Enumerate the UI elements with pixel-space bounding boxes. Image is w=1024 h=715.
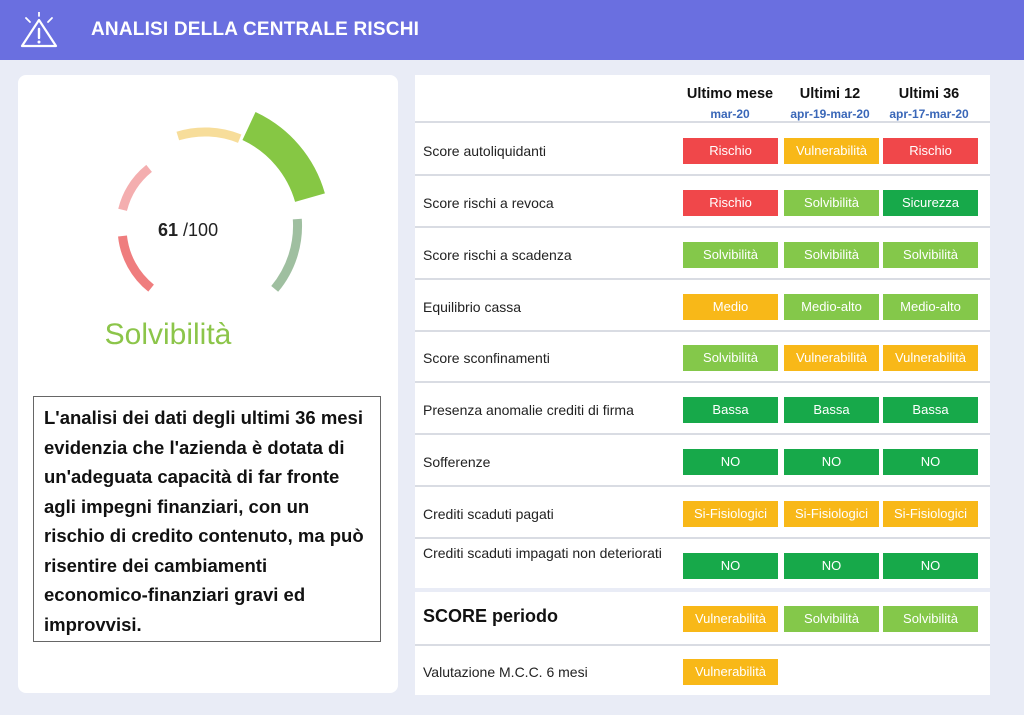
row-label: Score rischi a revoca (423, 195, 554, 211)
status-cell: Si-Fisiologici (883, 501, 978, 527)
status-cell: Vulnerabilità (784, 138, 879, 164)
row-label: Presenza anomalie crediti di firma (423, 402, 634, 418)
column-header-last-12: Ultimi 12 apr-19-mar-20 (780, 86, 880, 121)
row-label: Crediti scaduti pagati (423, 506, 554, 522)
column-label: Ultimi 36 (898, 86, 960, 102)
gauge-segment-gray-green (271, 218, 303, 292)
row-label: SCORE periodo (423, 606, 559, 626)
column-period: apr-19-mar-20 (790, 107, 870, 121)
score-max: /100 (183, 220, 219, 240)
status-cell: Vulnerabilità (683, 659, 778, 685)
gauge-segment-yellow (176, 127, 242, 143)
row-label: Sofferenze (423, 454, 491, 470)
column-header-last-36: Ultimi 36 apr-17-mar-20 (879, 86, 979, 121)
status-cell: Bassa (784, 397, 879, 423)
row-divider (415, 433, 990, 435)
status-cell: Medio-alto (784, 294, 879, 320)
gauge-segment-green-active (241, 111, 325, 203)
row-divider (415, 330, 990, 332)
column-period: apr-17-mar-20 (889, 107, 969, 121)
status-cell: Solvibilità (883, 242, 978, 268)
warning-triangle-icon (20, 12, 58, 48)
status-cell: Rischio (883, 138, 978, 164)
row-label: Valutazione M.C.C. 6 mesi (423, 664, 588, 680)
score-card: 61 /100 Solvibilità L'analisi dei dati d… (18, 75, 398, 693)
row-label: Equilibrio cassa (423, 299, 522, 315)
status-cell: Si-Fisiologici (683, 501, 778, 527)
section-divider (415, 588, 990, 592)
status-cell: NO (883, 553, 978, 579)
status-cell: Solvibilità (784, 190, 879, 216)
status-cell: Solvibilità (883, 606, 978, 632)
row-label: Crediti scaduti impagati non deteriorati (423, 545, 662, 561)
status-cell: Medio (683, 294, 778, 320)
row-label: Score rischi a scadenza (423, 247, 572, 263)
status-cell: Solvibilità (683, 242, 778, 268)
row-divider (415, 226, 990, 228)
row-divider (415, 644, 990, 646)
status-cell: Vulnerabilità (883, 345, 978, 371)
row-label: Score autoliquidanti (423, 143, 546, 159)
status-cell: NO (683, 553, 778, 579)
gauge-segment-red-dark (118, 235, 155, 292)
analysis-description: L'analisi dei dati degli ultimi 36 mesi … (33, 396, 381, 642)
row-divider (415, 174, 990, 176)
column-header-last-month: Ultimo mese mar-20 (680, 86, 780, 121)
score-gauge (118, 111, 325, 292)
status-cell: Si-Fisiologici (784, 501, 879, 527)
status-cell: Sicurezza (883, 190, 978, 216)
column-label: Ultimi 12 (799, 86, 861, 102)
column-label: Ultimo mese (686, 86, 774, 102)
gauge-segment-red-light (118, 164, 153, 212)
status-cell: Bassa (683, 397, 778, 423)
status-cell: NO (784, 553, 879, 579)
status-cell: Solvibilità (683, 345, 778, 371)
row-label: Score sconfinamenti (423, 350, 550, 366)
status-cell: Rischio (683, 190, 778, 216)
row-divider (415, 278, 990, 280)
score-value: 61 /100 (158, 220, 248, 241)
header-bar: ANALISI DELLA CENTRALE RISCHI (0, 0, 1024, 60)
row-divider (415, 485, 990, 487)
score-level-label: Solvibilità (104, 318, 232, 351)
status-cell: NO (683, 449, 778, 475)
status-cell: Vulnerabilità (683, 606, 778, 632)
status-cell: Solvibilità (784, 242, 879, 268)
status-cell: Solvibilità (784, 606, 879, 632)
status-cell: Bassa (883, 397, 978, 423)
risk-table: Ultimo mese mar-20 Ultimi 12 apr-19-mar-… (415, 75, 990, 695)
status-cell: Medio-alto (883, 294, 978, 320)
page-title: ANALISI DELLA CENTRALE RISCHI (91, 19, 420, 40)
column-period: mar-20 (710, 107, 750, 121)
score-number: 61 (158, 220, 179, 240)
status-cell: Rischio (683, 138, 778, 164)
row-divider (415, 537, 990, 539)
row-divider (415, 381, 990, 383)
header-divider (415, 121, 990, 123)
status-cell: NO (883, 449, 978, 475)
status-cell: Vulnerabilità (784, 345, 879, 371)
status-cell: NO (784, 449, 879, 475)
